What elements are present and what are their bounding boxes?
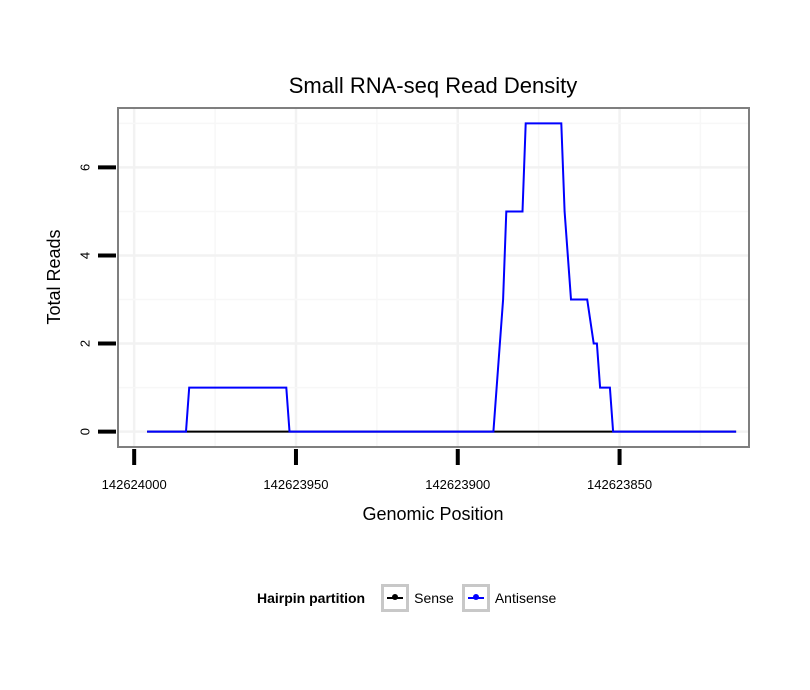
legend: Hairpin partition Sense Antisense xyxy=(257,582,564,614)
x-tick-label: 142623850 xyxy=(587,477,652,492)
y-tick-label: 4 xyxy=(77,252,92,259)
series-line-antisense xyxy=(147,122,737,433)
legend-title: Hairpin partition xyxy=(257,590,366,606)
y-tick-label: 2 xyxy=(77,340,92,347)
x-tick-label: 142623950 xyxy=(263,477,328,492)
legend-key-sense xyxy=(381,584,410,612)
y-axis-label: Total Reads xyxy=(44,229,64,324)
plot-frame xyxy=(117,107,750,448)
legend-key-antisense xyxy=(461,584,490,612)
grid xyxy=(118,108,749,447)
legend-label-sense: Sense xyxy=(414,590,454,606)
y-tick-label: 6 xyxy=(77,164,92,171)
y-tick-label: 0 xyxy=(77,428,92,435)
legend-dot-sense xyxy=(392,594,399,600)
legend-label-antisense: Antisense xyxy=(494,590,557,606)
x-axis-label: Genomic Position xyxy=(362,504,503,524)
x-axis: 142624000 142623950 142623900 142623850 xyxy=(102,449,652,492)
series-layer xyxy=(147,122,737,433)
y-axis: 0 2 4 6 xyxy=(77,164,116,435)
chart-title: Small RNA-seq Read Density xyxy=(289,73,578,98)
legend-dot-antisense xyxy=(472,594,479,600)
x-tick-label: 142623900 xyxy=(425,477,490,492)
x-tick-label: 142624000 xyxy=(102,477,167,492)
